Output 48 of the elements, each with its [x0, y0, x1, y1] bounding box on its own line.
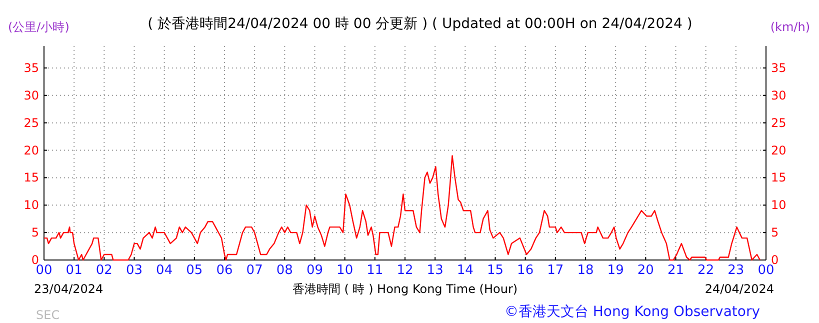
y-tick-label: 20 — [24, 143, 39, 158]
x-tick-label: 11 — [366, 263, 384, 278]
x-tick-label: 20 — [637, 263, 654, 278]
x-tick-label: 02 — [96, 263, 112, 278]
y2-tick-label: 30 — [771, 88, 786, 102]
y-tick-label: 25 — [24, 116, 39, 130]
y2-tick-label: 5 — [771, 226, 779, 240]
y-tick-label: 15 — [24, 170, 39, 185]
x-tick-label: 15 — [486, 263, 504, 278]
x-tick-label: 00 — [758, 263, 774, 278]
y-tick-label: 30 — [24, 88, 39, 102]
y2-axis-title: (km/h) — [770, 20, 810, 34]
y2-tick-label: 10 — [771, 198, 786, 212]
text: 24/04/2024 — [704, 282, 774, 296]
chart-title: ( 於香港時間24/04/2024 00 時 00 分更新 ) ( Updated at 00:00H on 24/04/2024 ) — [148, 16, 692, 32]
x-tick-label: 01 — [66, 263, 82, 278]
x-tick-label: 14 — [456, 263, 474, 278]
x-tick-label: 08 — [276, 263, 293, 278]
x-tick-label: 17 — [547, 263, 564, 278]
x-axis-title: 香港時間 ( 時 ) Hong Kong Time (Hour) — [292, 282, 518, 296]
y2-tick-label: 25 — [771, 116, 786, 130]
x-tick-label: 06 — [216, 263, 233, 278]
x-tick-label: 16 — [517, 263, 534, 278]
text: 23/04/2024 — [34, 282, 104, 296]
y2-tick-label: 35 — [771, 60, 786, 75]
x-tick-label: 03 — [126, 263, 143, 278]
line-series — [43, 155, 761, 261]
x-tick-label: 13 — [426, 263, 444, 278]
text: SEC — [36, 308, 60, 322]
x-tick-label: 22 — [698, 263, 714, 278]
y-tick-label: 35 — [24, 60, 39, 75]
y-axis-title: (公里/小時) — [8, 20, 70, 34]
text: ©香港天文台 Hong Kong Observatory — [504, 304, 760, 320]
x-tick-label: 18 — [577, 263, 594, 278]
x-tick-label: 09 — [306, 263, 324, 278]
x-tick-label: 23 — [728, 263, 744, 278]
x-tick-label: 04 — [156, 263, 173, 278]
x-tick-label: 05 — [186, 263, 203, 278]
x-tick-label: 10 — [336, 263, 354, 278]
y-tick-label: 5 — [31, 226, 39, 240]
y-tick-label: 10 — [24, 198, 39, 212]
y2-tick-label: 15 — [771, 170, 786, 185]
x-tick-label: 12 — [396, 263, 414, 278]
y2-tick-label: 20 — [771, 143, 786, 158]
x-tick-label: 00 — [36, 263, 52, 278]
x-tick-label: 21 — [667, 263, 684, 278]
x-tick-label: 07 — [246, 263, 263, 278]
x-tick-label: 19 — [607, 263, 624, 278]
